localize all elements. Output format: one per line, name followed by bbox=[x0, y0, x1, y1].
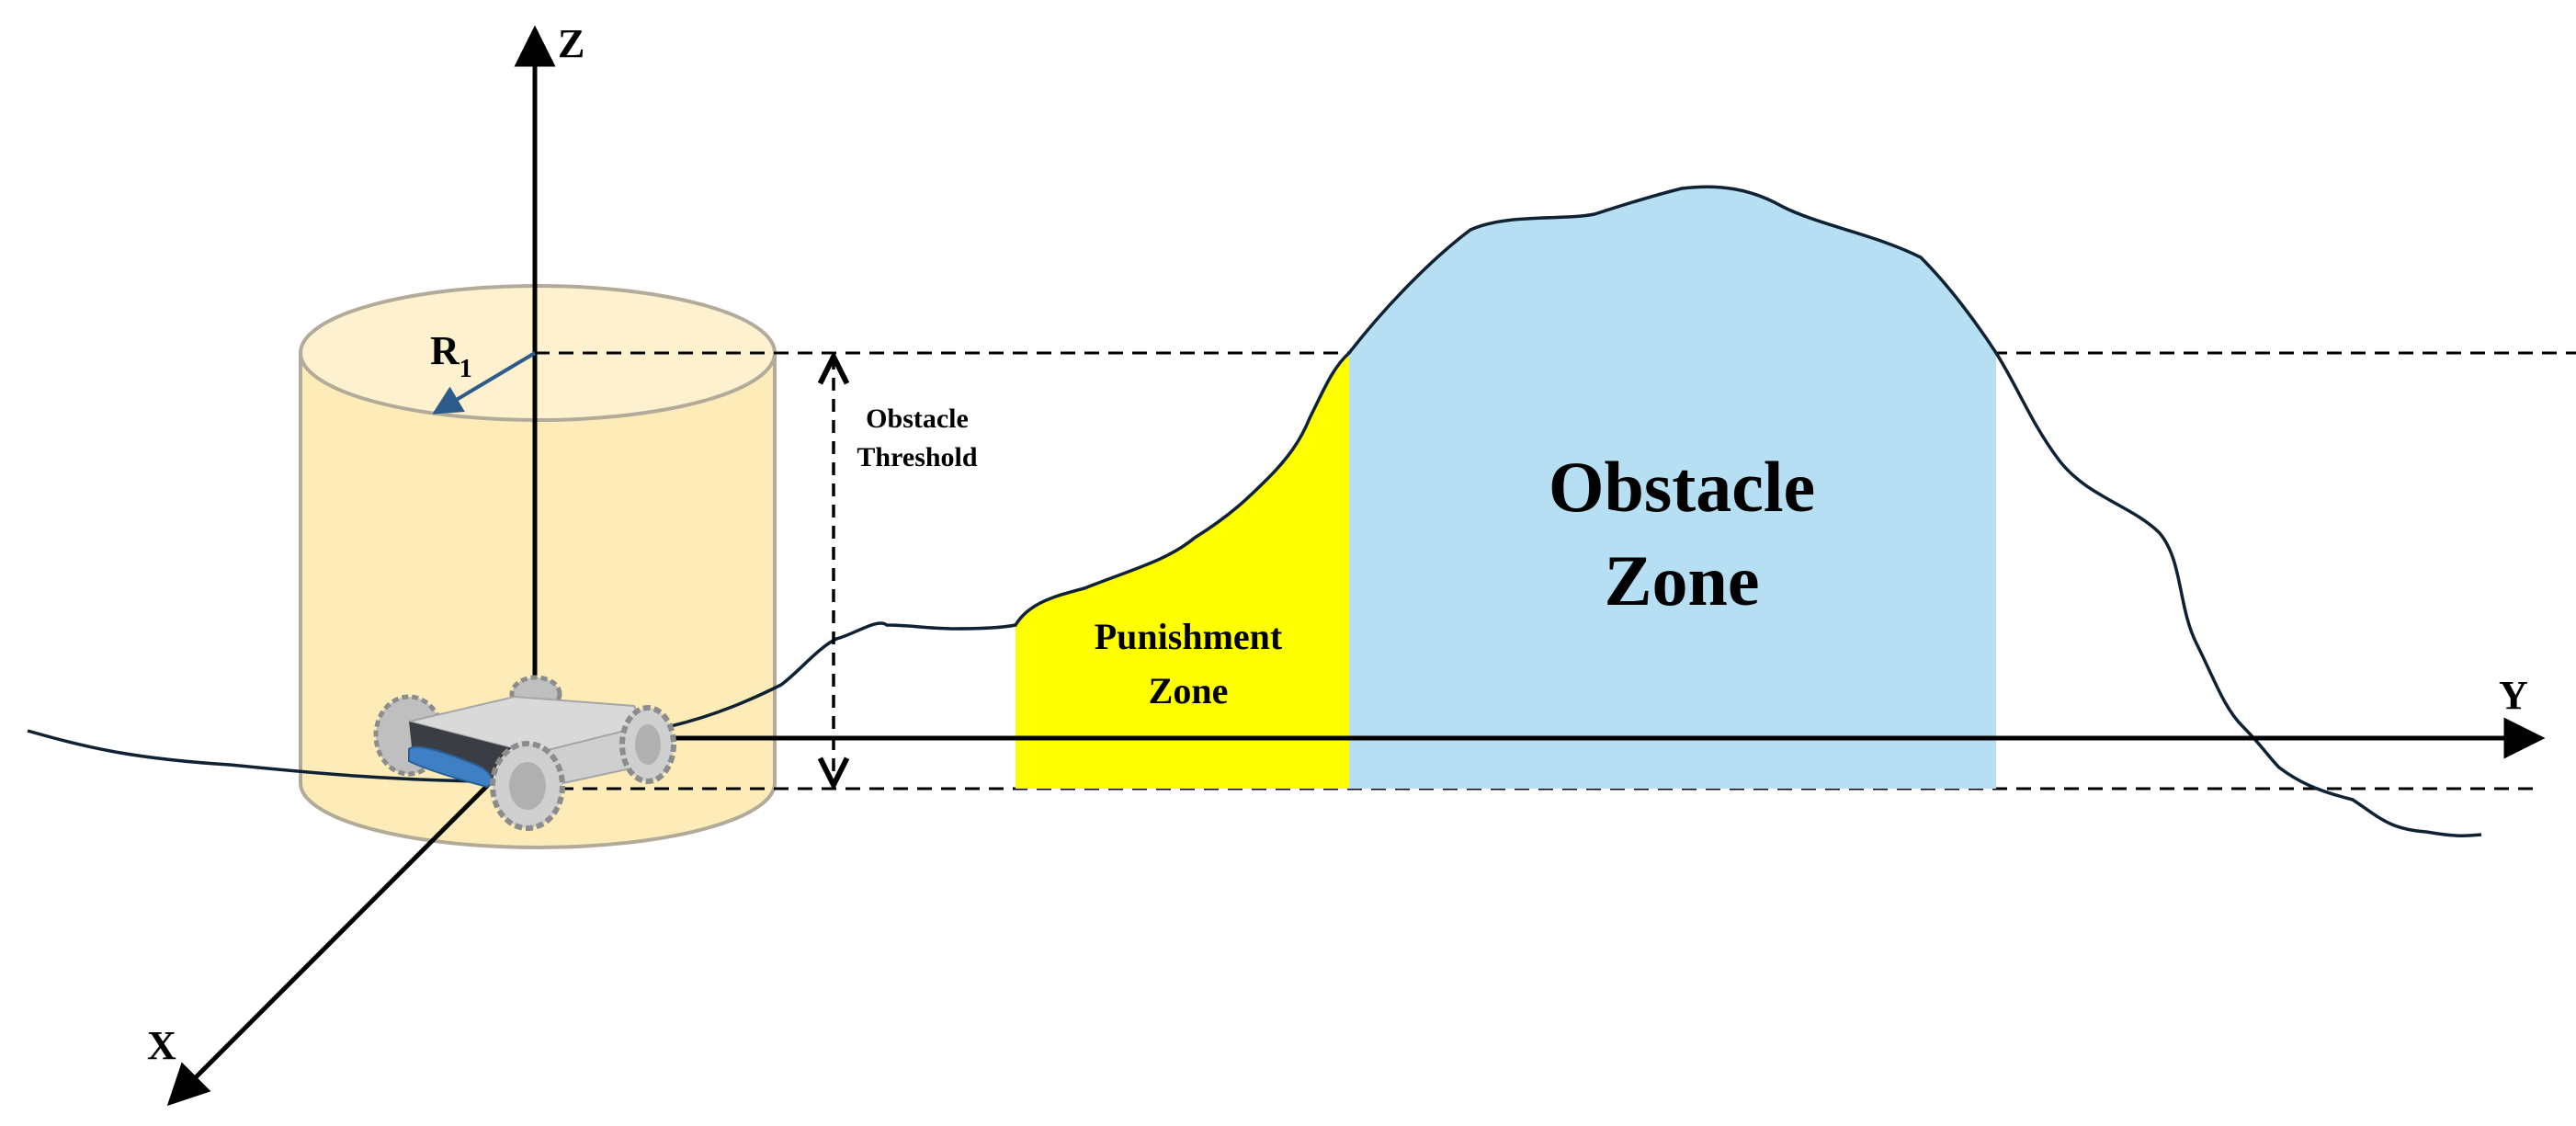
obstacle-zone-label-line2: Zone bbox=[1604, 540, 1759, 620]
x-axis bbox=[166, 736, 537, 1107]
x-axis-label: X bbox=[147, 1023, 176, 1068]
terrain-profile-line bbox=[27, 185, 2482, 837]
punishment-zone-area bbox=[1016, 353, 1351, 789]
obstacle-zone-area bbox=[1349, 187, 1996, 789]
radius-label: R1 bbox=[430, 328, 472, 383]
z-axis-label: Z bbox=[558, 21, 584, 66]
punishment-zone-label-line1: Punishment bbox=[1095, 616, 1283, 657]
radius-arrow bbox=[432, 351, 537, 415]
front-left-hub bbox=[509, 762, 546, 810]
radius-label-subscript: 1 bbox=[460, 355, 472, 383]
front-right-hub bbox=[635, 724, 661, 765]
threshold-label-line2: Threshold bbox=[857, 442, 977, 472]
y-axis-label: Y bbox=[2499, 673, 2528, 718]
threshold-label-line1: Obstacle bbox=[866, 404, 969, 434]
radius-label-base: R bbox=[430, 328, 460, 373]
punishment-zone-label-line2: Zone bbox=[1149, 670, 1229, 711]
obstacle-zone-label-line1: Obstacle bbox=[1549, 447, 1815, 527]
robot-rover bbox=[373, 675, 676, 831]
